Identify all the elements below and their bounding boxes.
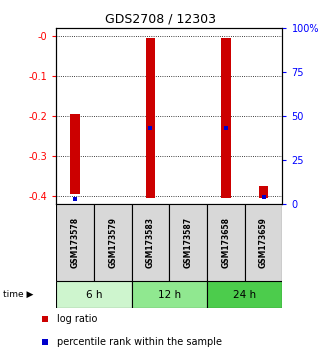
Bar <box>207 281 282 308</box>
Text: GDS2708 / 12303: GDS2708 / 12303 <box>105 12 216 25</box>
Text: GSM173579: GSM173579 <box>108 217 117 268</box>
Text: log ratio: log ratio <box>57 314 98 324</box>
Bar <box>56 281 132 308</box>
Text: GSM173578: GSM173578 <box>71 217 80 268</box>
Bar <box>132 204 169 281</box>
Bar <box>70 114 80 194</box>
Bar <box>146 38 155 198</box>
Bar <box>221 38 230 198</box>
Bar <box>259 185 268 198</box>
Text: GSM173583: GSM173583 <box>146 217 155 268</box>
Bar <box>207 204 245 281</box>
Text: 24 h: 24 h <box>233 290 256 300</box>
Text: percentile rank within the sample: percentile rank within the sample <box>57 337 222 347</box>
Bar <box>132 281 207 308</box>
Text: time ▶: time ▶ <box>3 290 34 299</box>
Text: GSM173587: GSM173587 <box>184 217 193 268</box>
Bar <box>245 204 282 281</box>
Text: 12 h: 12 h <box>158 290 181 300</box>
Bar <box>56 204 94 281</box>
Text: GSM173659: GSM173659 <box>259 217 268 268</box>
Text: GSM173658: GSM173658 <box>221 217 230 268</box>
Bar <box>94 204 132 281</box>
Bar <box>169 204 207 281</box>
Text: 6 h: 6 h <box>86 290 102 300</box>
